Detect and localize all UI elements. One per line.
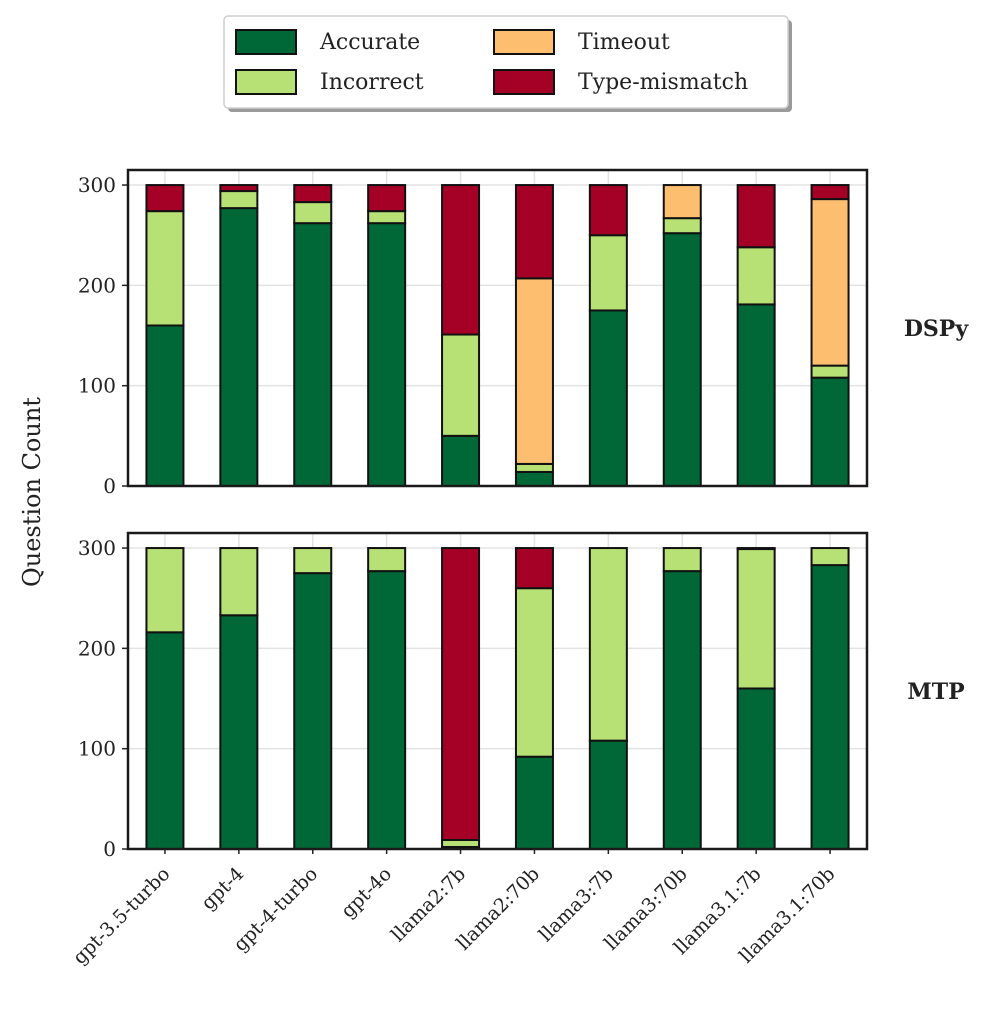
bar-dspy-llama3-70b-accurate (662, 232, 702, 487)
bar-dspy-gpt-4-turbo-accurate (293, 222, 333, 488)
y-tick-label: 100 (78, 374, 116, 398)
bar-dspy-gpt-4o-incorrect (367, 210, 407, 225)
bar-mtp-gpt-4o-incorrect (367, 547, 407, 573)
bar-mtp-gpt-4o-accurate (367, 570, 407, 850)
bar-mtp-llama2-70b-type-mismatch (514, 547, 554, 590)
bar-mtp-llama2-7b-incorrect (441, 838, 481, 848)
bar-dspy-llama3-1-7b-accurate (736, 303, 776, 487)
y-tick-label: 300 (78, 173, 116, 197)
bar-dspy-llama2-7b-incorrect (441, 333, 481, 437)
bar-dspy-gpt-4-turbo-type-mismatch (293, 184, 333, 204)
bar-dspy-llama3-70b-incorrect (662, 217, 702, 235)
legend-swatch-accurate (235, 29, 297, 55)
bar-dspy-gpt-4o-accurate (367, 222, 407, 488)
bar-mtp-gpt-4-turbo-incorrect (293, 547, 333, 575)
bar-dspy-gpt-4-incorrect (219, 190, 259, 210)
bar-dspy-llama3-7b-accurate (588, 309, 628, 488)
bar-dspy-llama2-70b-type-mismatch (514, 184, 554, 280)
panel-dspy: 0 100 200 300 DSPy (78, 168, 970, 498)
legend-label-accurate: Accurate (319, 30, 420, 55)
bar-mtp-llama3-7b-incorrect (588, 547, 628, 742)
bar-mtp-llama3-70b-incorrect (662, 547, 702, 573)
legend-label-type-mismatch: Type-mismatch (578, 70, 748, 95)
chart-panels: 0 100 200 300 DSPy 0 100 200 300 MTP (78, 168, 970, 861)
bar-mtp-llama2-7b-type-mismatch (441, 547, 481, 841)
bar-dspy-llama3-1-7b-type-mismatch (736, 184, 776, 249)
bar-dspy-llama2-70b-incorrect (514, 462, 554, 473)
x-tick-label-gpt-3-5-turbo: gpt-3.5-turbo (69, 863, 175, 969)
bar-dspy-llama3-1-70b-incorrect (810, 364, 850, 379)
x-tick-label-gpt-4: gpt-4 (197, 863, 248, 914)
legend-label-timeout: Timeout (578, 30, 670, 55)
bar-mtp-llama3-70b-accurate (662, 570, 702, 850)
bar-mtp-llama3-1-7b-accurate (736, 687, 776, 850)
bar-mtp-llama3-1-7b-type-mismatch (736, 547, 776, 551)
y-tick-label: 200 (78, 273, 116, 297)
bar-mtp-gpt-4-incorrect (219, 547, 259, 617)
bar-dspy-gpt-4-accurate (219, 207, 259, 487)
bar-dspy-gpt-3-5-turbo-type-mismatch (145, 184, 185, 213)
legend-label-incorrect: Incorrect (320, 70, 424, 95)
y-tick-label: 100 (78, 737, 116, 761)
bar-mtp-llama2-70b-accurate (514, 755, 554, 851)
y-axis-label: Question Count (18, 397, 46, 587)
legend-swatch-type-mismatch (493, 69, 555, 95)
bar-dspy-llama2-70b-timeout (514, 277, 554, 465)
y-tick-label: 0 (103, 474, 116, 498)
bar-dspy-llama3-1-70b-timeout (810, 198, 850, 367)
bar-mtp-gpt-4-accurate (219, 614, 259, 850)
bar-dspy-llama2-7b-accurate (441, 434, 481, 488)
bar-dspy-gpt-4-turbo-incorrect (293, 201, 333, 225)
panel-frame (126, 531, 869, 851)
bar-dspy-gpt-4-type-mismatch (219, 184, 259, 193)
y-tick-label: 200 (78, 636, 116, 660)
bar-dspy-gpt-3-5-turbo-accurate (145, 324, 185, 487)
panel-mtp: 0 100 200 300 MTP (78, 531, 965, 861)
bar-dspy-llama3-1-70b-type-mismatch (810, 184, 850, 201)
legend-swatch-incorrect (235, 69, 297, 95)
panel-label-dspy: DSPy (904, 316, 970, 342)
bar-dspy-llama2-7b-type-mismatch (441, 184, 481, 336)
bar-dspy-llama3-7b-incorrect (588, 234, 628, 312)
bar-mtp-gpt-3-5-turbo-accurate (145, 631, 185, 850)
y-tick-label: 300 (78, 536, 116, 560)
bar-dspy-gpt-4o-type-mismatch (367, 184, 407, 213)
bar-mtp-gpt-3-5-turbo-incorrect (145, 547, 185, 634)
bar-mtp-llama2-70b-incorrect (514, 587, 554, 758)
panel-label-mtp: MTP (907, 679, 964, 705)
bar-mtp-llama3-1-70b-accurate (810, 564, 850, 850)
y-tick-label: 0 (103, 837, 116, 861)
bar-dspy-llama3-7b-type-mismatch (588, 184, 628, 237)
bar-dspy-llama2-70b-accurate (514, 470, 554, 488)
bar-mtp-gpt-4-turbo-accurate (293, 572, 333, 851)
bar-dspy-llama3-1-70b-accurate (810, 376, 850, 487)
bar-dspy-llama3-1-7b-incorrect (736, 246, 776, 306)
bar-mtp-llama3-1-7b-incorrect (736, 548, 776, 690)
bar-dspy-llama3-70b-timeout (662, 184, 702, 220)
legend: Accurate Incorrect Timeout Type-mismatch (223, 15, 792, 112)
bar-mtp-llama3-7b-accurate (588, 739, 628, 851)
bar-dspy-gpt-3-5-turbo-incorrect (145, 210, 185, 327)
legend-frame (223, 15, 789, 109)
bar-mtp-llama3-1-70b-incorrect (810, 547, 850, 567)
legend-swatch-timeout (493, 29, 555, 55)
x-tick-label-gpt-4o: gpt-4o (337, 863, 396, 922)
panel-frame (126, 168, 869, 488)
